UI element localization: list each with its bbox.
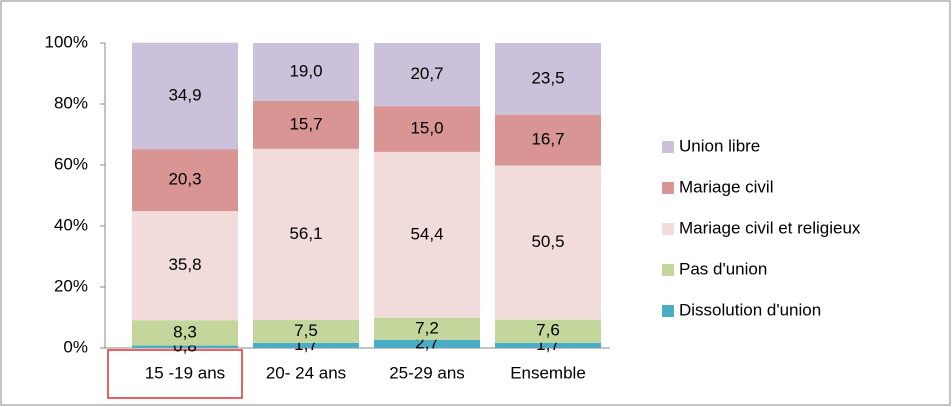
data-label: 19,0 <box>289 61 322 80</box>
bar-segment <box>374 151 480 318</box>
legend-label: Mariage civil <box>679 177 773 196</box>
bar-segment <box>495 319 601 343</box>
legend-label: Pas d'union <box>679 259 767 278</box>
bar-segment <box>495 342 601 348</box>
legend-swatch <box>662 141 674 153</box>
data-label: 20,3 <box>168 170 201 189</box>
bar-segment <box>253 319 359 343</box>
legend-swatch <box>662 223 674 235</box>
legend-label: Dissolution d'union <box>679 300 821 319</box>
y-tick-label: 0% <box>63 337 88 356</box>
data-label: 15,7 <box>289 114 322 133</box>
data-label: 50,5 <box>531 232 564 251</box>
data-label: 15,0 <box>410 118 443 137</box>
data-label: 7,5 <box>294 321 318 340</box>
y-tick-label: 100% <box>45 32 88 51</box>
x-tick-label: Ensemble <box>510 363 586 382</box>
legend-swatch <box>662 182 674 194</box>
bar-segment <box>374 317 480 340</box>
bar-segment <box>132 345 238 348</box>
legend-label: Mariage civil et religieux <box>679 218 861 237</box>
bar-segment <box>253 342 359 348</box>
data-label: 56,1 <box>289 224 322 243</box>
y-tick-label: 40% <box>54 215 88 234</box>
data-label: 16,7 <box>531 130 564 149</box>
bar-segment <box>495 165 601 320</box>
data-label: 34,9 <box>168 85 201 104</box>
legend-swatch <box>662 305 674 317</box>
bar-segment <box>253 148 359 320</box>
data-label: 7,2 <box>415 318 439 337</box>
data-label: 8,3 <box>173 322 197 341</box>
x-tick-label: 20- 24 ans <box>266 363 346 382</box>
bar-segment <box>132 42 238 150</box>
x-tick-label: 25-29 ans <box>389 363 465 382</box>
bar-segment <box>132 320 238 346</box>
highlight-box <box>107 349 243 399</box>
legend-swatch <box>662 264 674 276</box>
bar-segment <box>253 100 359 149</box>
bar-segment <box>374 106 480 152</box>
data-label: 23,5 <box>531 68 564 87</box>
bar-segment <box>374 339 480 348</box>
bar-segment <box>495 114 601 166</box>
bar-segment <box>495 43 601 115</box>
bar-segment <box>374 43 480 107</box>
y-tick-label: 20% <box>54 276 88 295</box>
legend-label: Union libre <box>679 136 760 155</box>
data-label: 54,4 <box>410 224 443 243</box>
data-label: 35,8 <box>168 255 201 274</box>
data-label: 20,7 <box>410 64 443 83</box>
y-tick-label: 60% <box>54 154 88 173</box>
y-tick-label: 80% <box>54 93 88 112</box>
bar-segment <box>132 211 238 321</box>
x-tick-label: 15 -19 ans <box>145 363 225 382</box>
bar-segment <box>253 43 359 101</box>
bar-segment <box>132 149 238 212</box>
data-label: 7,6 <box>536 321 560 340</box>
